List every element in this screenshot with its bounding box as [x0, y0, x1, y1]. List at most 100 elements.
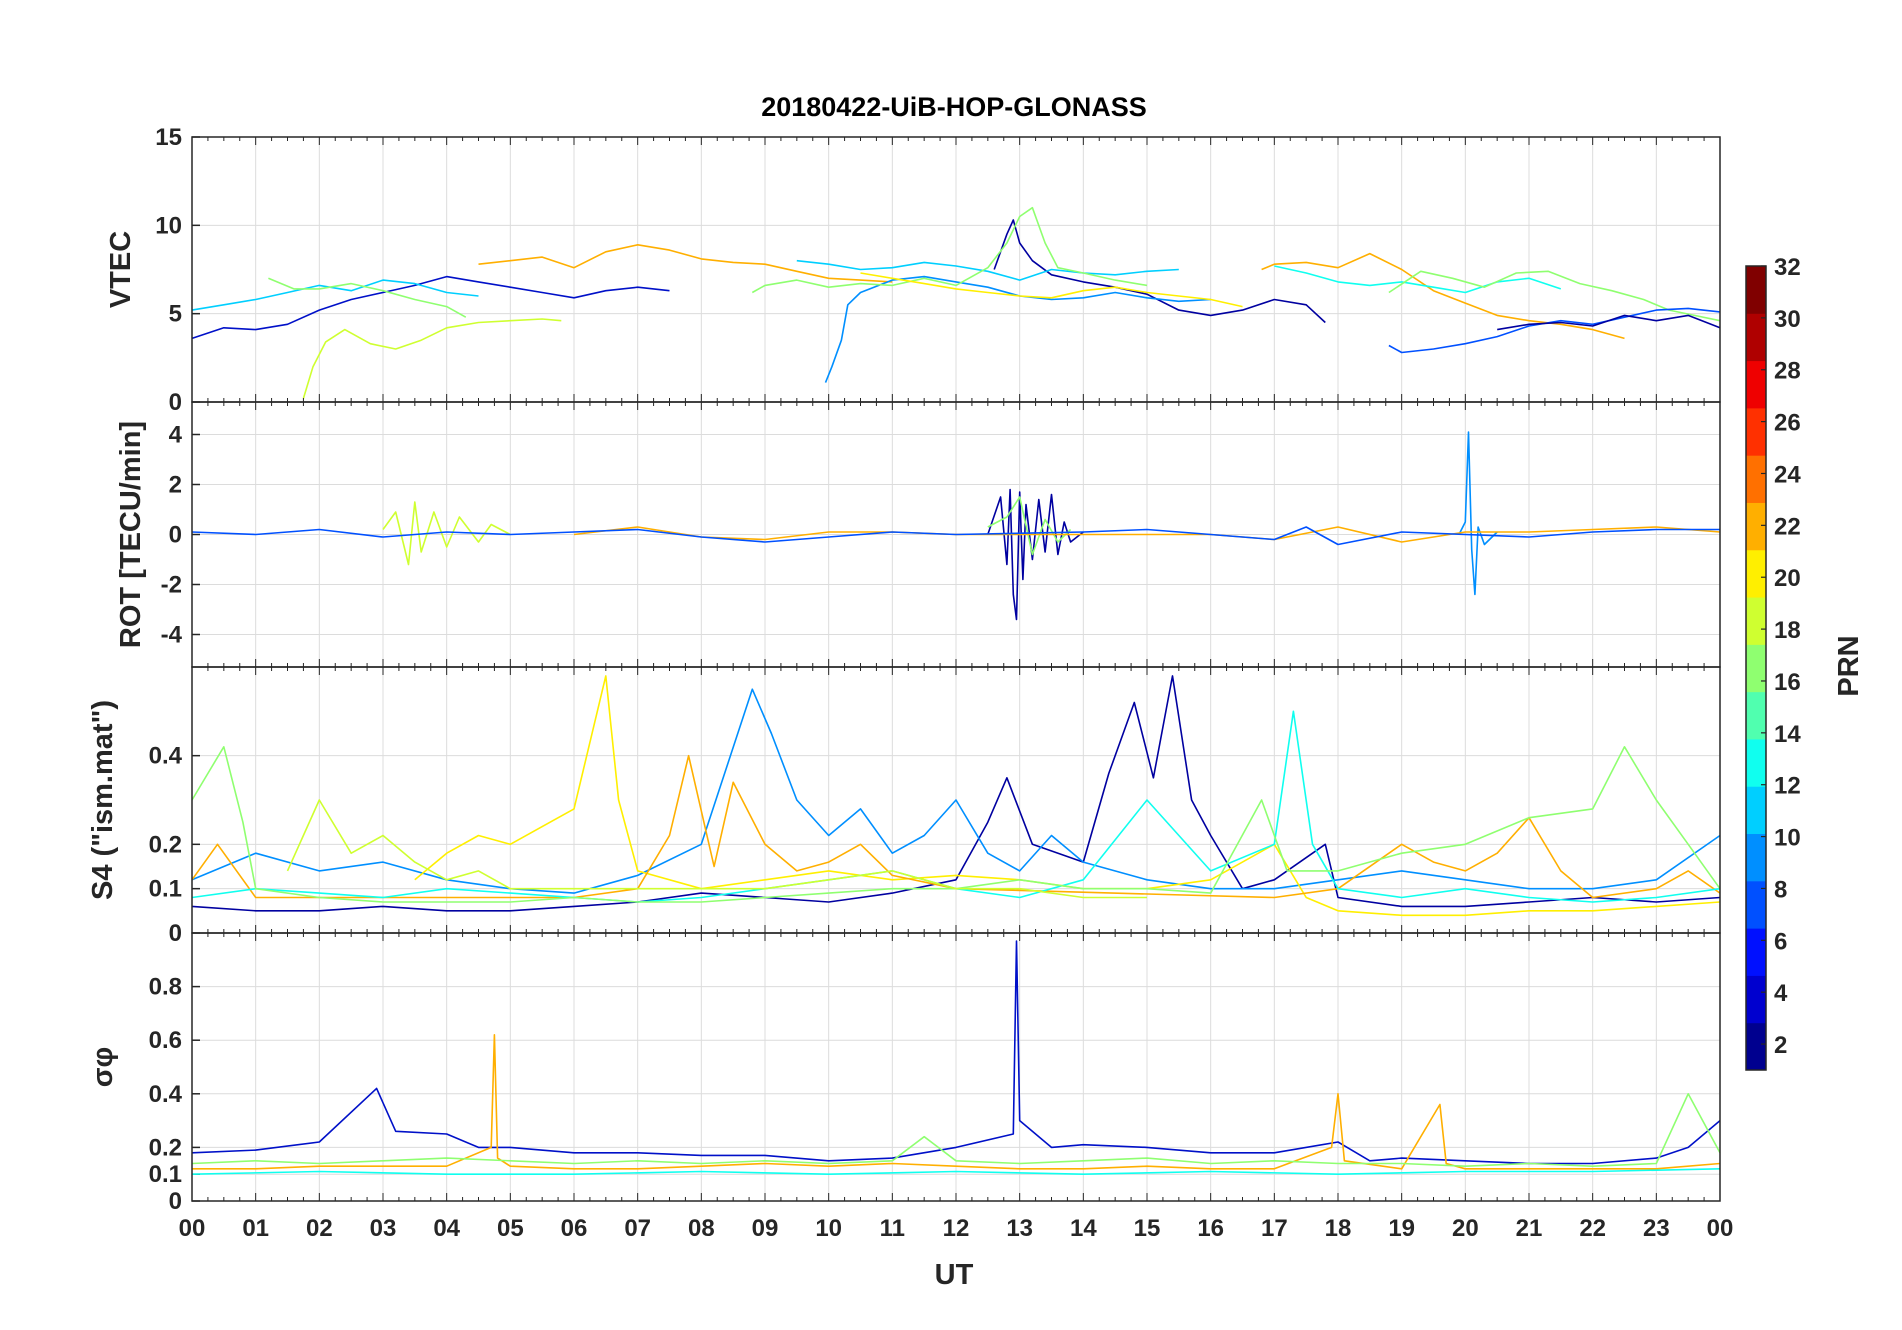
colorbar-tick-label: 18: [1774, 617, 1801, 644]
y-tick-label: 0.1: [149, 1161, 182, 1188]
colorbar-tick-label: 28: [1774, 358, 1801, 385]
series-line: [796, 259, 1179, 281]
series-line: [192, 1034, 1721, 1170]
y-tick-label: 0.2: [149, 1134, 182, 1161]
x-tick-label: 02: [306, 1215, 333, 1242]
colorbar-tick-label: 32: [1774, 254, 1801, 281]
colorbar-segment: [1746, 1022, 1766, 1071]
colorbar-segment: [1746, 786, 1766, 835]
series-line: [191, 746, 1721, 903]
colorbar-tick-label: 16: [1774, 669, 1801, 696]
x-tick-label: 21: [1516, 1215, 1543, 1242]
x-tick-label: 22: [1579, 1215, 1606, 1242]
y-tick-label: 0.4: [149, 743, 183, 770]
x-tick-label: 17: [1261, 1215, 1288, 1242]
y-tick-label: 0: [169, 522, 182, 549]
colorbar-segment: [1746, 833, 1766, 882]
series-line: [191, 1168, 1721, 1175]
y-tick-label: 0: [169, 389, 182, 416]
y-tick-label: 0.8: [149, 974, 182, 1001]
x-tick-label: 00: [179, 1215, 206, 1242]
x-tick-label: 13: [1006, 1215, 1033, 1242]
series-line: [1388, 270, 1721, 322]
x-tick-label: 12: [943, 1215, 970, 1242]
panel-s4: 0 0.1 0.2 0.4 S4 ("ism.mat"): [87, 666, 1721, 947]
panel-vtec: 0 5 10 15 VTEC: [105, 124, 1721, 416]
x-tick-label: 23: [1643, 1215, 1670, 1242]
x-tick-label: 08: [688, 1215, 715, 1242]
y-tick-label: 10: [155, 212, 182, 239]
colorbar-segment: [1746, 880, 1766, 929]
colorbar-tick-label: 24: [1774, 461, 1801, 488]
colorbar-segment: [1746, 502, 1766, 551]
colorbar-segment: [1746, 691, 1766, 740]
y-axis-label: σφ: [87, 1047, 119, 1088]
colorbar-tick-label: 20: [1774, 565, 1801, 592]
panel-rot: -4 -2 0 2 4 ROT [TECU/min]: [115, 401, 1721, 668]
x-axis: 00 01 02 03 04 05 06 07 08 09 10 11 12 13 14 15 16 17 18 19…: [179, 1215, 1734, 1242]
colorbar-tick-label: 14: [1774, 721, 1801, 748]
series-line: [191, 275, 670, 340]
colorbar-label: PRN: [1833, 635, 1865, 696]
colorbar-tick-label: 8: [1774, 876, 1787, 903]
y-tick-label: 0.4: [149, 1081, 183, 1108]
series-line: [987, 496, 1072, 556]
series-line: [1458, 431, 1498, 596]
series-line: [414, 675, 1721, 917]
x-tick-label: 16: [1197, 1215, 1224, 1242]
y-tick-label: 0: [169, 1188, 182, 1215]
colorbar-segment: [1746, 738, 1766, 787]
colorbar-tick-label: 6: [1774, 928, 1787, 955]
colorbar-tick-label: 22: [1774, 513, 1801, 540]
y-axis-label: S4 ("ism.mat"): [87, 700, 119, 900]
y-tick-label: 15: [155, 124, 182, 151]
colorbar-segment: [1746, 360, 1766, 409]
x-axis-label: UT: [935, 1259, 974, 1291]
series-line: [1497, 314, 1721, 331]
x-tick-label: 09: [752, 1215, 779, 1242]
colorbar-segment: [1746, 407, 1766, 456]
series-line: [478, 244, 893, 283]
chart-title: 20180422-UiB-HOP-GLONASS: [761, 92, 1147, 122]
y-axis-label: ROT [TECU/min]: [115, 421, 147, 648]
x-tick-label: 00: [1707, 1215, 1734, 1242]
series-line: [268, 277, 467, 318]
y-tick-label: 0.6: [149, 1027, 182, 1054]
x-tick-label: 04: [433, 1215, 460, 1242]
series-line: [382, 501, 511, 566]
y-tick-label: 0: [169, 920, 182, 947]
series-line: [751, 206, 1148, 294]
series-line: [1274, 265, 1562, 294]
series-line: [987, 488, 1084, 621]
y-tick-label: 0.2: [149, 831, 182, 858]
series-line: [302, 318, 562, 399]
series-line: [191, 754, 1721, 899]
y-tick-label: -4: [161, 622, 183, 649]
x-tick-label: 11: [880, 1215, 905, 1242]
colorbar-tick-label: 4: [1774, 980, 1788, 1007]
x-tick-label: 19: [1388, 1215, 1415, 1242]
colorbar-frame: [1745, 265, 1767, 1071]
colorbar-segment: [1746, 455, 1766, 503]
x-tick-label: 15: [1134, 1215, 1161, 1242]
colorbar-segment: [1746, 597, 1766, 645]
y-tick-label: 4: [169, 422, 183, 449]
y-axis-label: VTEC: [105, 231, 137, 308]
x-tick-label: 06: [561, 1215, 588, 1242]
x-tick-label: 05: [497, 1215, 524, 1242]
x-tick-label: 01: [242, 1215, 269, 1242]
y-tick-label: 5: [169, 301, 182, 328]
colorbar-segment: [1746, 266, 1766, 314]
series-line: [191, 526, 1720, 546]
series-line: [191, 710, 1721, 903]
colorbar-tick-label: 2: [1774, 1032, 1787, 1059]
series-line: [824, 275, 1211, 383]
x-tick-label: 14: [1070, 1215, 1097, 1242]
y-tick-label: 0.1: [149, 876, 182, 903]
series-line: [1261, 252, 1625, 340]
y-tick-label: 2: [169, 472, 182, 499]
colorbar-tick-label: 30: [1774, 306, 1801, 333]
